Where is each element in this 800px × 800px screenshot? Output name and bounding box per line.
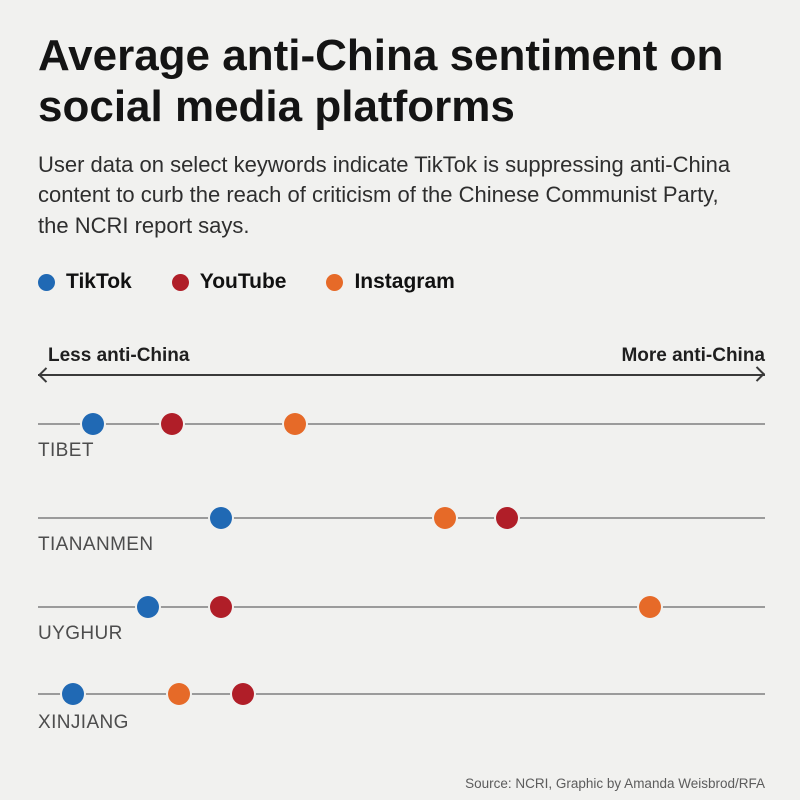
data-dot-tiananmen-tiktok — [210, 507, 232, 529]
data-dot-tibet-instagram — [284, 413, 306, 435]
axis-label-less: Less anti-China — [48, 345, 190, 366]
arrow-right-icon — [749, 366, 765, 382]
row-label-uyghur: UYGHUR — [38, 623, 123, 644]
legend-item-instagram: Instagram — [326, 270, 455, 294]
row-line-uyghur — [38, 606, 765, 608]
row-line-tibet — [38, 423, 765, 425]
row-label-tiananmen: TIANANMEN — [38, 534, 154, 555]
legend-item-youtube: YouTube — [171, 270, 287, 294]
row-label-tibet: TIBET — [38, 440, 94, 461]
row-line-xinjiang — [38, 693, 765, 695]
data-dot-xinjiang-youtube — [232, 683, 254, 705]
axis-label-more: More anti-China — [621, 345, 765, 366]
data-dot-tibet-tiktok — [82, 413, 104, 435]
legend-item-tiktok: TikTok — [38, 270, 132, 294]
tiktok-dot-icon — [38, 273, 55, 291]
sentiment-axis — [38, 374, 765, 376]
data-dot-tibet-youtube — [161, 413, 183, 435]
source-credit: Source: NCRI, Graphic by Amanda Weisbrod… — [465, 776, 765, 791]
data-dot-uyghur-youtube — [210, 596, 232, 618]
data-dot-tiananmen-youtube — [496, 507, 518, 529]
row-label-xinjiang: XINJIANG — [38, 712, 129, 733]
data-dot-uyghur-instagram — [639, 596, 661, 618]
youtube-dot-icon — [171, 273, 189, 291]
data-dot-xinjiang-instagram — [168, 683, 190, 705]
row-line-tiananmen — [38, 517, 765, 519]
data-dot-tiananmen-instagram — [434, 507, 456, 529]
arrow-left-icon — [38, 367, 54, 383]
legend: TikTok YouTube Instagram — [38, 270, 455, 294]
legend-label-instagram: Instagram — [354, 270, 455, 293]
page-title: Average anti-China sentiment on social m… — [38, 31, 724, 132]
instagram-dot-icon — [326, 273, 344, 291]
legend-label-youtube: YouTube — [199, 270, 287, 293]
legend-label-tiktok: TikTok — [66, 270, 132, 293]
data-dot-xinjiang-tiktok — [62, 683, 84, 705]
data-dot-uyghur-tiktok — [137, 596, 159, 618]
chart-subtitle: User data on select keywords indicate Ti… — [38, 152, 731, 238]
